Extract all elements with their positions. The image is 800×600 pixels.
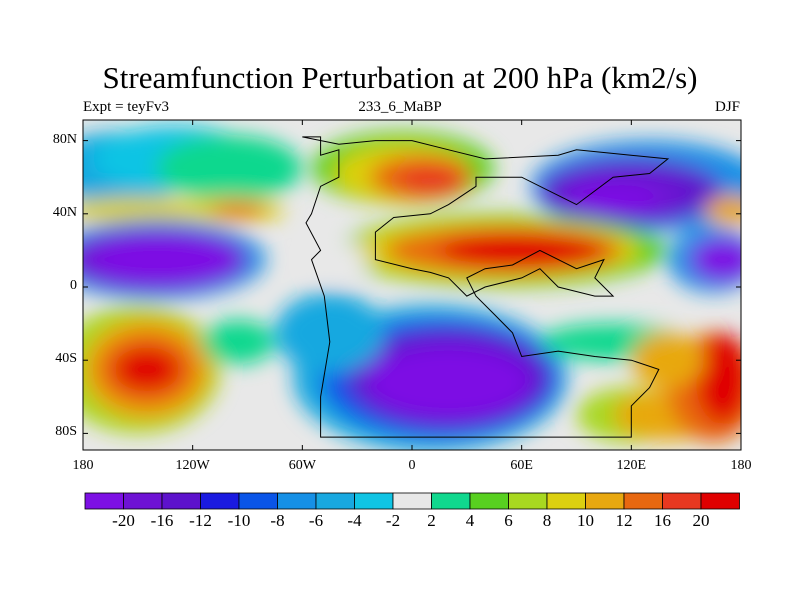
colorbar-label: -2 (385, 511, 401, 530)
colorbar-swatch (623, 492, 663, 510)
continent-outline (302, 136, 670, 438)
lat-label: 40N (52, 204, 77, 220)
colorbar-label: -16 (150, 511, 174, 530)
field-contour (274, 292, 385, 374)
field-contour (695, 332, 741, 425)
colorbar-label: -8 (270, 511, 285, 530)
lat-label: 40S (55, 351, 77, 367)
colorbar-swatch (354, 492, 394, 510)
colorbar-swatch (700, 492, 740, 510)
lon-label: 120W (175, 458, 210, 473)
field-contour (92, 235, 239, 284)
colorbar-label: 2 (427, 511, 436, 530)
lon-label: 180 (72, 458, 94, 473)
lon-label: 0 (408, 458, 416, 473)
colorbar-label: -12 (189, 511, 212, 530)
field-contour (210, 202, 266, 218)
colorbar (84, 492, 740, 510)
lon-label: 60W (288, 458, 316, 473)
colorbar-label: 10 (577, 511, 594, 530)
colorbar-swatch (84, 492, 124, 510)
lat-label: 0 (70, 278, 77, 293)
field-contour (366, 345, 531, 419)
field-contour (156, 135, 303, 201)
colorbar-swatch (431, 492, 471, 510)
colorbar-swatch (161, 492, 201, 510)
colorbar-swatch (508, 492, 548, 510)
field-contour (201, 319, 275, 364)
colorbar-swatch (469, 492, 509, 510)
colorbar-swatch (585, 492, 625, 510)
lon-label: 60E (510, 458, 533, 473)
colorbar-label: 4 (465, 511, 475, 530)
lat-label: 80S (55, 424, 77, 440)
field-contour (689, 237, 741, 282)
field-contour (631, 332, 705, 388)
season-label: DJF (714, 99, 740, 115)
colorbar-swatch (200, 492, 240, 510)
colorbar-label: -6 (308, 511, 324, 530)
field-contour (567, 184, 659, 214)
lon-label: 120E (616, 458, 647, 473)
field-contour (114, 347, 180, 392)
colorbar-swatch (277, 492, 317, 510)
colorbar-swatch (546, 492, 586, 510)
experiment-label: Expt = teyFv3 (83, 99, 169, 115)
colorbar-label: 6 (504, 511, 513, 530)
experiment-period: 233_6_MaBP (358, 99, 442, 115)
lat-label: 80N (52, 131, 77, 147)
colorbar-swatch (238, 492, 278, 510)
colorbar-label: 12 (615, 511, 633, 530)
colorbar-swatch (662, 492, 702, 510)
colorbar-swatch (123, 492, 163, 510)
colorbar-label: 20 (692, 511, 710, 530)
lon-label: 180 (730, 458, 752, 473)
colorbar-label: 16 (654, 511, 671, 530)
colorbar-swatch (392, 492, 432, 510)
field-contour (704, 195, 741, 225)
field-contour (83, 197, 211, 223)
colorbar-label: 8 (542, 511, 552, 530)
field-contour (439, 232, 604, 269)
field-contour (311, 241, 367, 278)
field-contour (397, 166, 464, 196)
colorbar-label: -10 (227, 511, 251, 530)
map-title: Streamfunction Perturbation at 200 hPa (… (102, 60, 698, 95)
colorbar-label: -20 (112, 511, 135, 530)
colorbar-swatch (315, 492, 355, 510)
colorbar-label: -4 (347, 511, 362, 530)
